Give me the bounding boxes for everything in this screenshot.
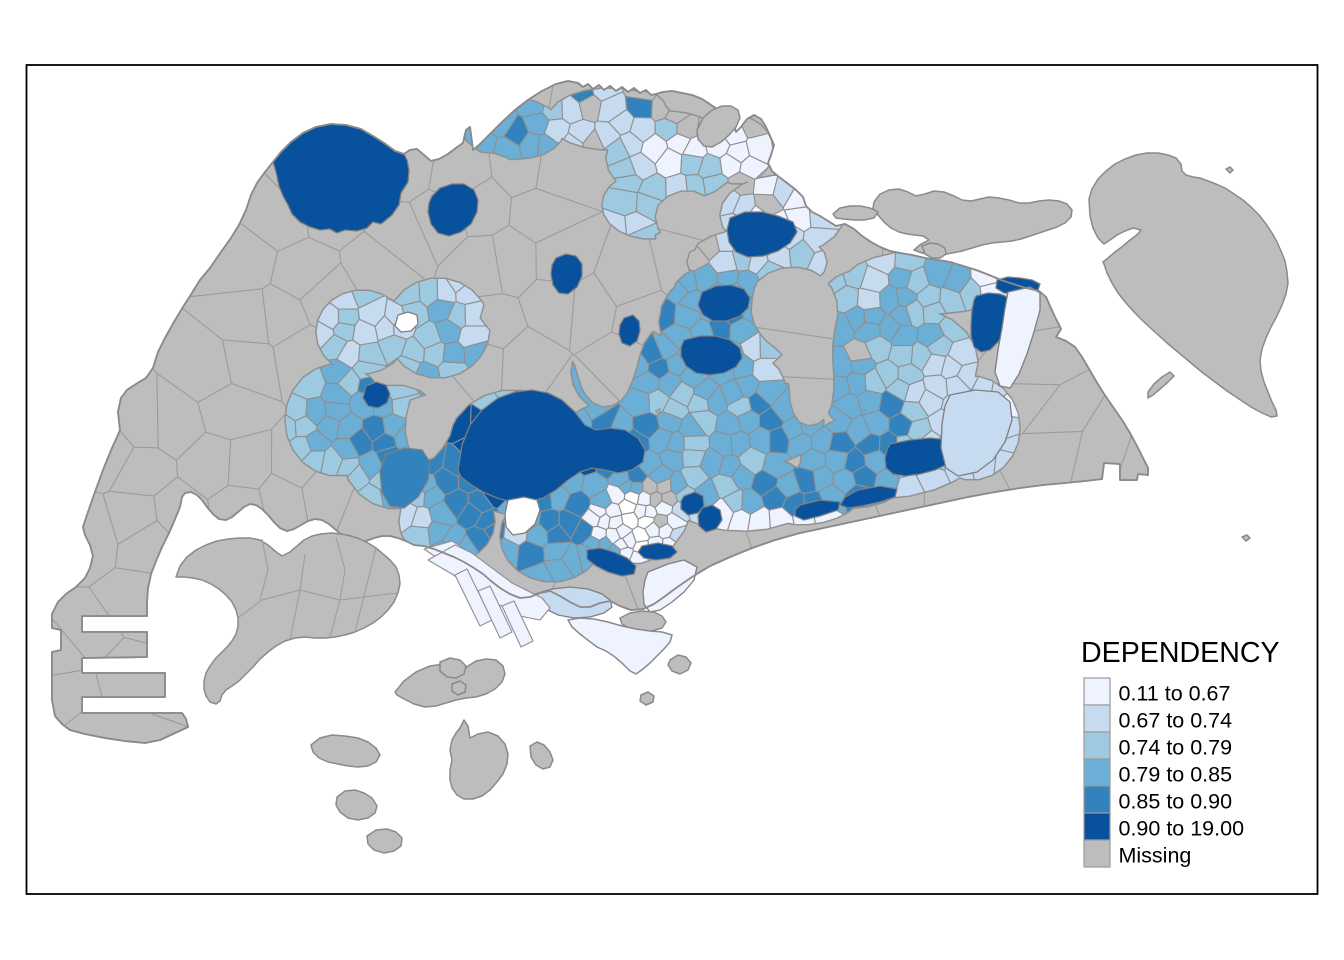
svg-text:DEPENDENCY: DEPENDENCY	[1081, 637, 1280, 669]
svg-text:0.90 to 19.00: 0.90 to 19.00	[1119, 817, 1245, 841]
svg-text:0.11 to 0.67: 0.11 to 0.67	[1119, 682, 1231, 706]
svg-text:0.79 to 0.85: 0.79 to 0.85	[1119, 763, 1233, 787]
svg-text:0.85 to 0.90: 0.85 to 0.90	[1119, 790, 1233, 814]
svg-text:0.74 to 0.79: 0.74 to 0.79	[1119, 736, 1233, 760]
svg-text:0.67 to 0.74: 0.67 to 0.74	[1119, 709, 1233, 733]
svg-text:Missing: Missing	[1119, 844, 1192, 868]
